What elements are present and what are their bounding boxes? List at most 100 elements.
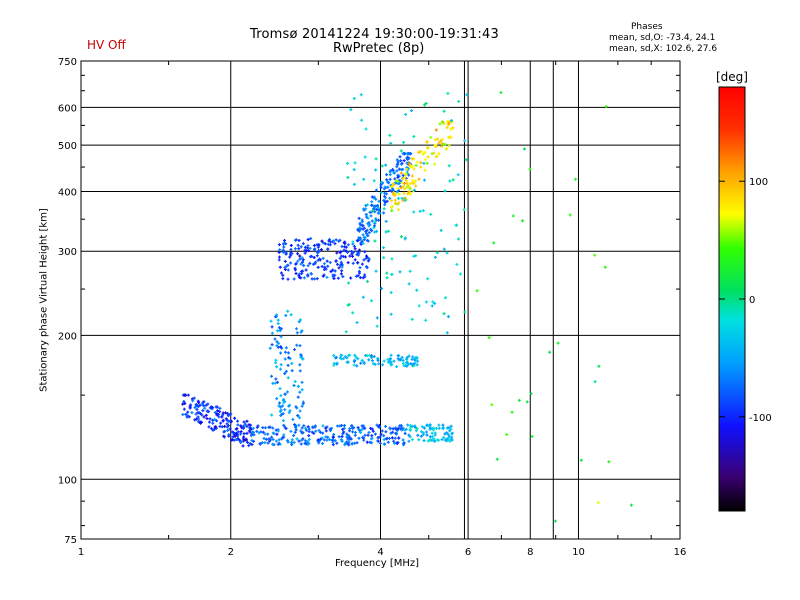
data-point [406,362,410,366]
data-point [401,361,405,365]
data-point [299,355,303,359]
data-point [316,438,320,442]
data-point [214,405,218,409]
data-point [405,167,409,171]
data-point [340,269,344,273]
data-point [355,253,359,257]
data-point [298,344,302,348]
data-point [411,181,415,185]
data-point [365,279,369,283]
data-point [188,406,192,410]
data-point [320,239,324,243]
data-point [378,441,382,445]
data-point [397,167,401,171]
data-point [282,241,286,245]
data-point [445,437,449,441]
data-point [273,381,277,385]
data-point [317,428,321,432]
data-point [213,410,217,414]
data-point [364,127,368,131]
data-point [356,228,360,232]
data-point [298,409,302,413]
data-point [339,250,343,254]
data-point [335,441,339,445]
data-point [374,217,378,221]
data-point [284,426,288,430]
data-point [319,248,323,252]
data-point [287,411,291,415]
data-point [288,409,292,413]
data-point [394,202,398,206]
data-point [276,329,280,333]
data-point [382,434,386,438]
data-point [448,179,452,183]
data-point [286,363,290,367]
data-point [304,426,308,430]
data-point [430,427,434,431]
data-point [391,427,395,431]
data-point [424,300,428,304]
data-point [410,357,414,361]
data-point [382,438,386,442]
data-point [390,257,394,261]
data-point [341,427,345,431]
data-point [275,313,279,317]
data-point [242,439,246,443]
data-point [403,187,407,191]
data-point [443,189,447,193]
data-point [283,250,287,254]
data-point [360,218,364,222]
data-point [274,361,278,365]
data-point [283,392,287,396]
data-point [412,167,416,171]
data-point [343,355,347,359]
data-point [357,248,361,252]
data-point [362,208,366,212]
data-point [296,243,300,247]
data-point [394,179,398,183]
data-point [442,436,446,440]
data-point [371,362,375,366]
data-point [490,403,494,407]
data-point [397,358,401,362]
data-point [340,357,344,361]
data-point [437,423,441,427]
data-point [365,215,369,219]
data-point [302,276,306,280]
data-point [365,213,369,217]
data-point [306,425,310,429]
data-point [277,255,281,259]
data-point [393,177,397,181]
data-point [300,256,304,260]
data-point [374,269,378,273]
data-point [374,188,378,192]
data-point [298,254,302,258]
data-point [385,271,389,275]
data-point [275,344,279,348]
data-point [388,196,392,200]
data-point [279,271,283,275]
data-point [430,435,434,439]
data-point [388,177,392,181]
data-point [370,434,374,438]
data-point [326,247,330,251]
data-point [270,331,274,335]
data-point [303,245,307,249]
data-point [294,327,298,331]
data-point [196,415,200,419]
data-point [433,433,437,437]
data-point [391,168,395,172]
data-point [343,442,347,446]
data-point [194,417,198,421]
data-point [434,128,438,132]
data-point [296,414,300,418]
data-point [369,227,373,231]
data-point [358,266,362,270]
y-tick-label: 750 [58,57,77,68]
data-point [213,417,217,421]
data-point [397,436,401,440]
data-point [395,165,399,169]
data-point [352,360,356,364]
data-point [400,355,404,359]
data-point [413,358,417,362]
